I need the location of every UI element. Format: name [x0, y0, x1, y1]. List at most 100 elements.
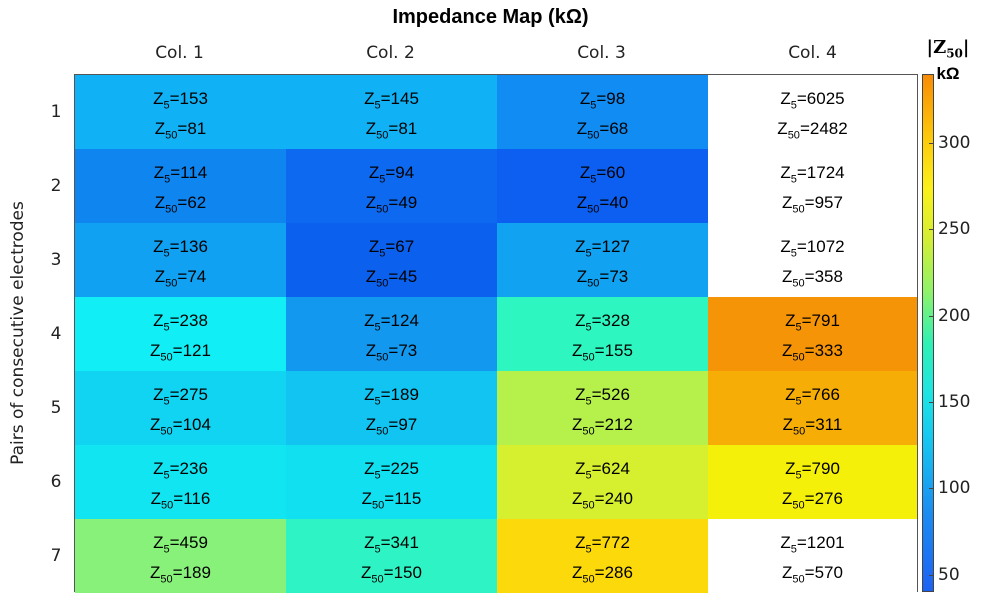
heatmap-cell: Z5=791 Z50=333: [708, 297, 917, 371]
heatmap-cell: Z5=275 Z50=104: [75, 371, 286, 445]
cell-z5-value: Z5=459: [153, 533, 208, 556]
cell-z5-value: Z5=236: [153, 459, 208, 482]
cell-z50-value: Z50=311: [782, 415, 843, 438]
colorbar-tick-label: 250: [938, 219, 971, 240]
colorbar-tick-label: 150: [938, 392, 971, 413]
cell-z5-value: Z5=6025: [780, 89, 845, 112]
cell-z50-value: Z50=81: [365, 119, 418, 142]
heatmap-cell: Z5=1201 Z50=570: [708, 519, 917, 593]
colorbar-tick: [929, 574, 934, 576]
colorbar-symbol: |Z: [926, 37, 947, 58]
colorbar-label: |Z50| kΩ: [918, 38, 978, 84]
cell-z50-value: Z50=333: [782, 341, 843, 364]
heatmap-cell: Z5=772 Z50=286: [497, 519, 708, 593]
cell-z5-value: Z5=153: [153, 89, 208, 112]
y-axis-label: Pairs of consecutive electrodes: [8, 201, 28, 465]
column-header-4: Col. 4: [788, 43, 837, 63]
heatmap-cell: Z5=341 Z50=150: [286, 519, 497, 593]
heatmap-cell: Z5=6025 Z50=2482: [708, 75, 917, 149]
cell-z5-value: Z5=772: [575, 533, 630, 556]
heatmap-cell: Z5=459 Z50=189: [75, 519, 286, 593]
cell-z5-value: Z5=275: [153, 385, 208, 408]
colorbar-symbol-close: |: [962, 37, 970, 58]
cell-z50-value: Z50=155: [572, 341, 633, 364]
row-header-7: 7: [50, 546, 62, 566]
cell-z50-value: Z50=49: [365, 193, 418, 216]
cell-z5-value: Z5=189: [364, 385, 419, 408]
cell-z5-value: Z5=145: [364, 89, 419, 112]
cell-z5-value: Z5=1201: [780, 533, 845, 556]
row-header-6: 6: [50, 472, 62, 492]
cell-z5-value: Z5=67: [368, 237, 415, 260]
heatmap-cell: Z5=124 Z50=73: [286, 297, 497, 371]
cell-z5-value: Z5=791: [785, 311, 840, 334]
cell-z5-value: Z5=1724: [780, 163, 845, 186]
cell-z5-value: Z5=624: [575, 459, 630, 482]
row-header-3: 3: [50, 250, 62, 270]
heatmap-cell: Z5=790 Z50=276: [708, 445, 917, 519]
cell-z50-value: Z50=358: [782, 267, 843, 290]
colorbar-tick: [929, 143, 934, 145]
cell-z5-value: Z5=225: [364, 459, 419, 482]
cell-z5-value: Z5=98: [579, 89, 626, 112]
row-header-4: 4: [50, 324, 62, 344]
heatmap-cell: Z5=67 Z50=45: [286, 223, 497, 297]
cell-z50-value: Z50=62: [154, 193, 207, 216]
colorbar-tick-label: 200: [938, 305, 971, 326]
cell-z50-value: Z50=115: [361, 489, 422, 512]
colorbar-tick: [929, 315, 934, 317]
heatmap-cell: Z5=94 Z50=49: [286, 149, 497, 223]
heatmap-cell: Z5=328 Z50=155: [497, 297, 708, 371]
colorbar-subscript: 50: [946, 46, 963, 61]
cell-z50-value: Z50=74: [154, 267, 207, 290]
cell-z5-value: Z5=790: [785, 459, 840, 482]
heatmap-cell: Z5=127 Z50=73: [497, 223, 708, 297]
cell-z50-value: Z50=212: [572, 415, 633, 438]
colorbar-tick-label: 50: [938, 564, 960, 585]
heatmap-cell: Z5=1724 Z50=957: [708, 149, 917, 223]
cell-z50-value: Z50=276: [782, 489, 843, 512]
cell-z50-value: Z50=570: [782, 563, 843, 586]
heatmap-cell: Z5=526 Z50=212: [497, 371, 708, 445]
cell-z50-value: Z50=40: [576, 193, 629, 216]
cell-z5-value: Z5=124: [364, 311, 419, 334]
heatmap-cell: Z5=225 Z50=115: [286, 445, 497, 519]
heatmap-cell: Z5=236 Z50=116: [75, 445, 286, 519]
cell-z50-value: Z50=957: [782, 193, 843, 216]
colorbar-tick: [929, 229, 934, 231]
column-header-1: Col. 1: [155, 43, 204, 63]
colorbar-unit: kΩ: [936, 63, 960, 83]
cell-z5-value: Z5=1072: [780, 237, 845, 260]
colorbar: [922, 74, 934, 592]
heatmap-cell: Z5=153 Z50=81: [75, 75, 286, 149]
column-header-2: Col. 2: [366, 43, 415, 63]
cell-z5-value: Z5=238: [153, 311, 208, 334]
row-header-2: 2: [50, 176, 62, 196]
cell-z5-value: Z5=526: [575, 385, 630, 408]
cell-z50-value: Z50=286: [572, 563, 633, 586]
colorbar-tick-label: 100: [938, 478, 971, 499]
cell-z5-value: Z5=114: [153, 163, 208, 186]
cell-z50-value: Z50=150: [361, 563, 422, 586]
cell-z50-value: Z50=2482: [777, 119, 848, 142]
heatmap-cell: Z5=238 Z50=121: [75, 297, 286, 371]
column-header-3: Col. 3: [577, 43, 626, 63]
cell-z5-value: Z5=341: [364, 533, 419, 556]
heatmap-grid: Z5=153 Z50=81 Z5=145 Z50=81 Z5=98 Z50=68 Z5=60…: [74, 74, 918, 593]
chart-title: Impedance Map (kΩ): [392, 6, 589, 28]
cell-z50-value: Z50=45: [365, 267, 418, 290]
cell-z50-value: Z50=104: [150, 415, 211, 438]
cell-z50-value: Z50=73: [576, 267, 629, 290]
heatmap-cell: Z5=1072 Z50=358: [708, 223, 917, 297]
row-header-5: 5: [50, 398, 62, 418]
cell-z5-value: Z5=94: [368, 163, 415, 186]
cell-z50-value: Z50=73: [365, 341, 418, 364]
heatmap-cell: Z5=98 Z50=68: [497, 75, 708, 149]
cell-z5-value: Z5=60: [579, 163, 626, 186]
colorbar-tick: [929, 402, 934, 404]
heatmap-cell: Z5=60 Z50=40: [497, 149, 708, 223]
cell-z50-value: Z50=68: [576, 119, 629, 142]
colorbar-tick: [929, 488, 934, 490]
row-header-1: 1: [50, 102, 62, 122]
cell-z50-value: Z50=121: [150, 341, 211, 364]
